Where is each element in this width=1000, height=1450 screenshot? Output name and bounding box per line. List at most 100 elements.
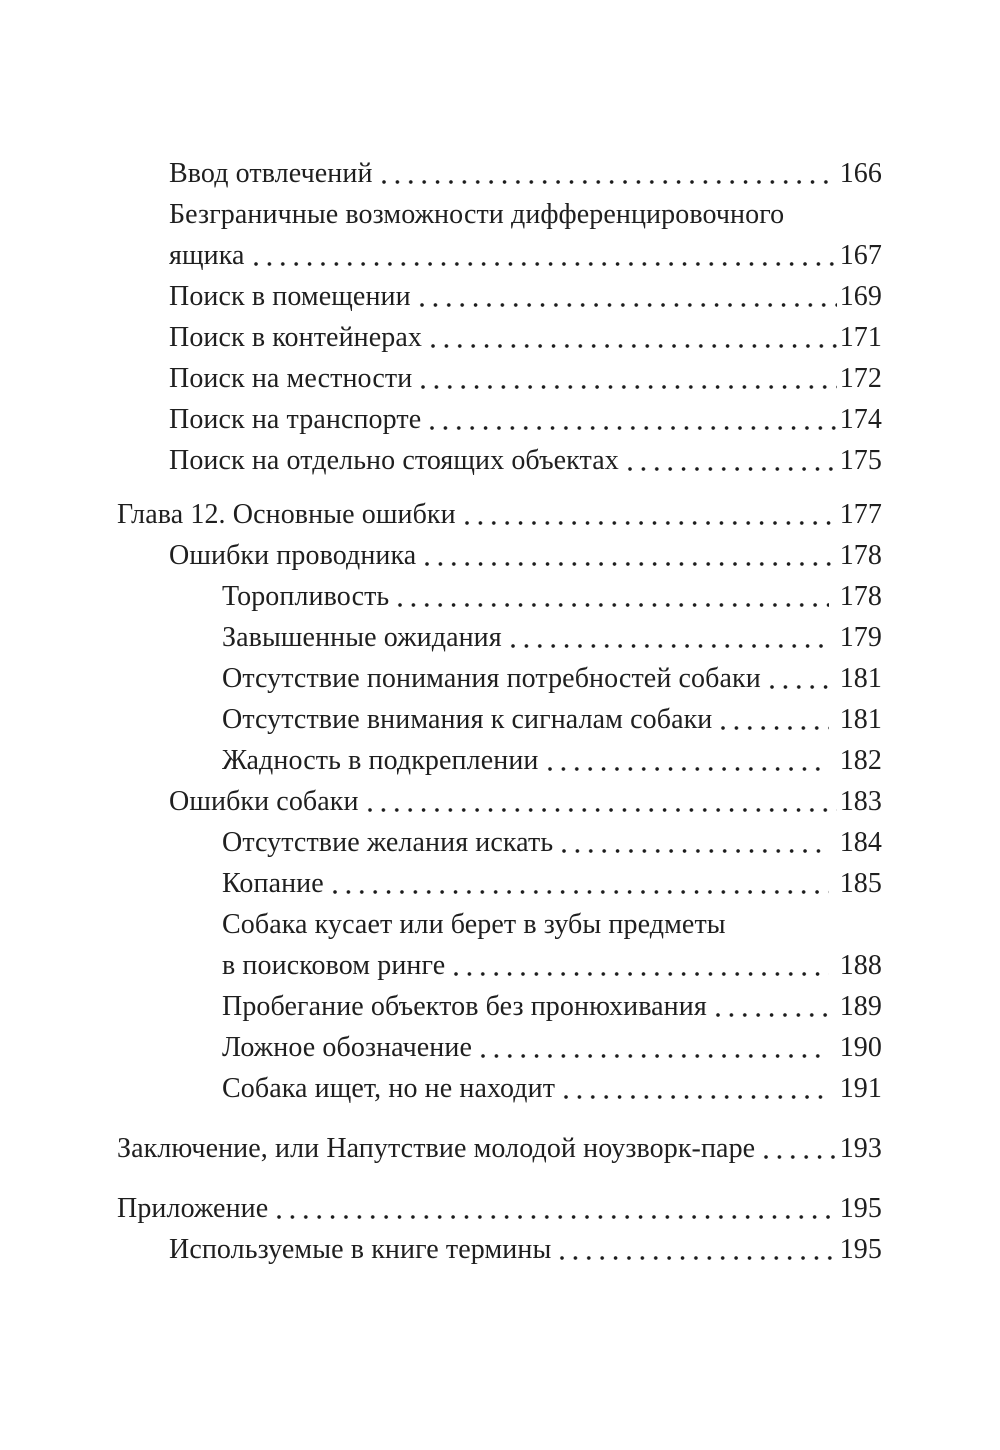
toc-entry-label: Копание <box>222 868 324 899</box>
toc-entry-label: Глава 12. Основные ошибки <box>117 499 456 530</box>
toc-leader-dots <box>542 740 829 781</box>
toc-row: Поиск в помещении 169 <box>169 276 882 317</box>
toc-row: Поиск в контейнерах 171 <box>169 317 882 358</box>
toc-entry-label: Поиск на местности <box>169 363 413 394</box>
toc-entry: Поиск на транспорте 174 <box>169 399 882 440</box>
toc-entry-label: Используемые в книге термины <box>169 1234 552 1265</box>
toc-entry-label: Отсутствие желания искать <box>222 827 554 858</box>
toc-page-number: 190 <box>839 1032 882 1063</box>
toc-entry: Ввод отвлечений 166 <box>169 153 882 194</box>
toc-entry: Отсутствие внимания к сигналам собаки 181 <box>222 699 882 740</box>
toc-entry: Заключение, или Напутствие молодой ноузв… <box>117 1128 882 1169</box>
toc-entry: Ошибки собаки 183 <box>169 781 882 822</box>
toc-page-number: 183 <box>839 786 882 817</box>
toc-entry-label: в поисковом ринге <box>222 950 446 981</box>
toc-row: Собака ищет, но не находит 191 <box>222 1068 882 1109</box>
toc-entry-label: Жадность в подкреплении <box>222 745 539 776</box>
toc-row: Поиск на местности 172 <box>169 358 882 399</box>
toc-row: Ложное обозначение 190 <box>222 1027 882 1068</box>
toc-leader-dots <box>272 1188 837 1229</box>
toc-entry-label: Собака кусает или берет в зубы предметы <box>222 909 726 940</box>
toc-row: Ввод отвлечений 166 <box>169 153 882 194</box>
toc-entry: Собака кусает или берет в зубы предметы в… <box>222 904 882 986</box>
toc-page-number: 195 <box>839 1193 882 1224</box>
toc-entry-label: Ошибки проводника <box>169 540 417 571</box>
toc-entry-label: Поиск в помещении <box>169 281 411 312</box>
toc-row: Торопливость 178 <box>222 576 882 617</box>
toc-page-number: 188 <box>839 950 882 981</box>
toc-page-number: 195 <box>839 1234 882 1265</box>
toc-entry-label: Приложение <box>117 1193 269 1224</box>
toc-page-number: 193 <box>839 1133 882 1164</box>
toc-entry-label: Поиск в контейнерах <box>169 322 423 353</box>
toc-leader-dots <box>459 494 837 535</box>
toc-entry-label: Заключение, или Напутствие молодой ноузв… <box>117 1133 756 1164</box>
toc-leader-dots <box>393 576 829 617</box>
toc-entry: Жадность в подкреплении 182 <box>222 740 882 781</box>
toc-leader-dots <box>710 986 829 1027</box>
toc-row: Ошибки проводника 178 <box>169 535 882 576</box>
toc-entry-label: Отсутствие внимания к сигналам собаки <box>222 704 713 735</box>
toc-entry: Приложение 195 <box>117 1188 882 1229</box>
toc-entry: Ложное обозначение 190 <box>222 1027 882 1068</box>
toc-row: Собака кусает или берет в зубы предметы <box>222 904 882 945</box>
toc-page-number: 191 <box>839 1073 882 1104</box>
toc-row: Безграничные возможности дифференцировоч… <box>169 194 882 235</box>
toc-row: Глава 12. Основные ошибки 177 <box>117 494 882 535</box>
toc-page-number: 185 <box>839 868 882 899</box>
toc-leader-dots <box>557 822 829 863</box>
toc-entry: Поиск на отдельно стоящих объектах 175 <box>169 440 882 481</box>
toc-page-number: 181 <box>839 704 882 735</box>
toc-page-number: 182 <box>839 745 882 776</box>
toc-row: Отсутствие желания искать 184 <box>222 822 882 863</box>
toc-row: Поиск на транспорте 174 <box>169 399 882 440</box>
toc-entry: Глава 12. Основные ошибки 177 <box>117 494 882 535</box>
toc-entry: Ошибки проводника 178 <box>169 535 882 576</box>
toc-entry: Торопливость 178 <box>222 576 882 617</box>
toc-row: Используемые в книге термины 195 <box>169 1229 882 1270</box>
toc-leader-dots <box>420 535 837 576</box>
toc-page-number: 184 <box>839 827 882 858</box>
toc-leader-dots <box>716 699 829 740</box>
toc-row: Отсутствие понимания потребностей собаки… <box>222 658 882 699</box>
toc-entry-label: Пробегание объектов без пронюхивания <box>222 991 707 1022</box>
toc: Ввод отвлечений 166 Безграничные возможнос… <box>117 153 882 1270</box>
toc-leader-dots <box>327 863 829 904</box>
toc-entry: Отсутствие желания искать 184 <box>222 822 882 863</box>
toc-page-number: 179 <box>839 622 882 653</box>
toc-leader-dots <box>414 276 837 317</box>
toc-leader-dots <box>449 945 829 986</box>
toc-row: Пробегание объектов без пронюхивания 189 <box>222 986 882 1027</box>
toc-page-number: 174 <box>839 404 882 435</box>
toc-page-number: 167 <box>839 240 882 271</box>
toc-row: Ошибки собаки 183 <box>169 781 882 822</box>
toc-row: Заключение, или Напутствие молодой ноузв… <box>117 1128 882 1169</box>
toc-row: Приложение 195 <box>117 1188 882 1229</box>
toc-leader-dots <box>505 617 829 658</box>
toc-page-number: 166 <box>839 158 882 189</box>
toc-entry: Используемые в книге термины 195 <box>169 1229 882 1270</box>
toc-leader-dots <box>416 358 837 399</box>
toc-page-number: 189 <box>839 991 882 1022</box>
toc-page-number: 171 <box>839 322 882 353</box>
toc-entry-label: Отсутствие понимания потребностей собаки <box>222 663 761 694</box>
toc-leader-dots <box>362 781 837 822</box>
toc-leader-dots <box>248 235 837 276</box>
toc-leader-dots <box>376 153 837 194</box>
toc-entry: Безграничные возможности дифференцировоч… <box>169 194 882 276</box>
toc-row: Отсутствие внимания к сигналам собаки 181 <box>222 699 882 740</box>
toc-entry-label: Безграничные возможности дифференцировоч… <box>169 199 785 230</box>
toc-row: в поисковом ринге 188 <box>222 945 882 986</box>
toc-leader-dots <box>764 658 829 699</box>
toc-entry: Завышенные ожидания 179 <box>222 617 882 658</box>
toc-entry: Копание 185 <box>222 863 882 904</box>
toc-leader-dots <box>759 1128 837 1169</box>
toc-row: Копание 185 <box>222 863 882 904</box>
toc-page-number: 169 <box>839 281 882 312</box>
toc-entry: Отсутствие понимания потребностей собаки… <box>222 658 882 699</box>
toc-entry: Поиск в контейнерах 171 <box>169 317 882 358</box>
toc-leader-dots <box>555 1229 837 1270</box>
toc-entry: Собака ищет, но не находит 191 <box>222 1068 882 1109</box>
toc-entry: Поиск на местности 172 <box>169 358 882 399</box>
